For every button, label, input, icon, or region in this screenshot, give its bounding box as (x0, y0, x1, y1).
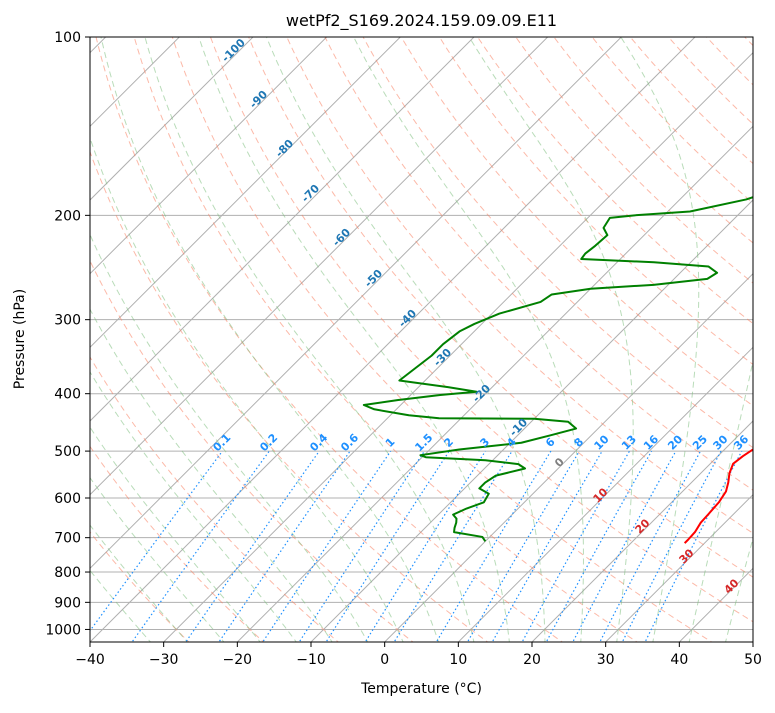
mixing-ratio-line (393, 450, 513, 642)
chart-title: wetPf2_S169.2024.159.09.09.E11 (286, 11, 557, 31)
y-tick-label: 500 (54, 444, 81, 460)
moist-adiabat-line (144, 37, 475, 642)
isotherm-line (90, 37, 254, 201)
moist-adiabat-line (468, 37, 634, 642)
moist-adiabat-line (620, 37, 700, 642)
mixing-ratio-line (572, 450, 677, 642)
isotherm-line (90, 37, 623, 570)
moist-adiabat-line (90, 426, 261, 642)
mixing-ratio-line (90, 450, 223, 632)
isotherm-line (162, 51, 753, 642)
moist-adiabat-line (353, 37, 584, 642)
x-tick-label: −30 (149, 652, 179, 668)
x-tick-label: 40 (670, 652, 688, 668)
y-tick-label: 700 (54, 531, 81, 547)
mixing-ratio-line (325, 450, 450, 642)
moist-adiabat-line (90, 476, 225, 642)
moist-adiabat-line (265, 37, 546, 642)
x-tick-label: 20 (523, 652, 541, 668)
y-tick-label: 100 (54, 30, 81, 46)
isotherm-line (90, 37, 475, 422)
mixing-ratio-line (466, 450, 580, 642)
plot-frame (89, 36, 754, 643)
moist-adiabat-line (90, 370, 297, 642)
y-tick-label: 300 (54, 313, 81, 329)
y-tick-label: 1000 (45, 622, 81, 638)
isotherm-line (531, 420, 753, 642)
x-tick-label: 10 (449, 652, 467, 668)
y-tick-label: 900 (54, 595, 81, 611)
isotherm-line (457, 346, 753, 642)
mixing-ratio-line (131, 450, 270, 642)
isotherm-line (90, 37, 696, 642)
mixing-ratio-line (262, 450, 392, 642)
dry-adiabat-line (515, 37, 753, 284)
isotherm-line (90, 37, 328, 275)
moist-adiabat-line (90, 136, 404, 642)
moist-adiabat-line (100, 37, 440, 642)
mixing-ratio-line (364, 450, 486, 642)
moist-adiabat-line (725, 536, 753, 642)
x-tick-label: −10 (296, 652, 326, 668)
x-axis-label: Temperature (°C) (360, 681, 482, 697)
mixing-ratio-line (599, 450, 702, 642)
dry-adiabat-line (95, 37, 564, 642)
x-tick-label: −20 (223, 652, 253, 668)
y-tick-label: 600 (54, 491, 81, 507)
dry-adiabat-line (133, 37, 638, 642)
moist-adiabat-line (688, 358, 753, 642)
dewpoint-profile-line (362, 196, 753, 542)
dry-adiabat-line (90, 150, 489, 642)
dry-adiabat-line (209, 37, 753, 623)
mixing-ratio-line (621, 450, 722, 642)
isotherm-line (90, 37, 549, 496)
x-tick-label: 30 (597, 652, 615, 668)
isotherm-line (236, 125, 753, 642)
mixing-ratio-line (185, 450, 320, 642)
dry-adiabat-line (90, 445, 265, 642)
y-tick-label: 200 (54, 208, 81, 224)
y-tick-label: 800 (54, 565, 81, 581)
temperature-profile-line (683, 448, 753, 544)
dry-adiabat-line (90, 356, 339, 642)
dry-adiabat-line (90, 259, 414, 642)
moist-adiabat-line (90, 569, 152, 642)
isotherm-line (604, 493, 753, 642)
isotherm-line (310, 199, 753, 642)
mixing-ratio-line (298, 450, 425, 642)
mixing-ratio-line (218, 450, 351, 642)
moist-adiabat-line (90, 308, 333, 642)
x-tick-label: −40 (75, 652, 105, 668)
x-tick-label: 0 (380, 652, 389, 668)
x-tick-label: 50 (744, 652, 762, 668)
y-axis-label: Pressure (hPa) (12, 289, 28, 389)
y-tick-label: 400 (54, 387, 81, 403)
moist-adiabat-line (198, 37, 510, 642)
moist-adiabat-line (90, 233, 369, 642)
